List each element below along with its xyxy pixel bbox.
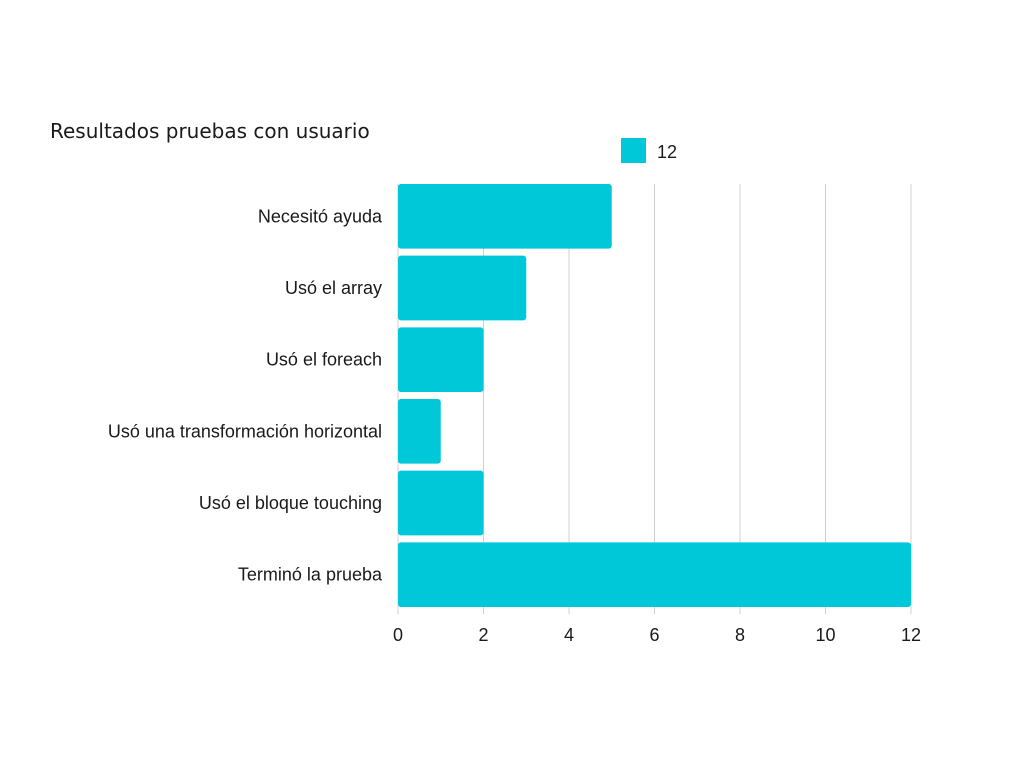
x-tick-label: 0 — [393, 625, 403, 645]
legend-label: 12 — [657, 142, 677, 162]
x-tick-label: 8 — [735, 625, 745, 645]
bar — [398, 184, 612, 249]
category-label: Usó una transformación horizontal — [108, 421, 382, 441]
bar — [398, 255, 527, 321]
x-tick-label: 4 — [564, 625, 574, 645]
bar — [398, 399, 441, 464]
category-label: Necesitó ayuda — [258, 206, 383, 226]
category-label: Usó el foreach — [266, 350, 382, 370]
bar — [398, 542, 911, 607]
x-tick-label: 10 — [815, 625, 835, 645]
bar — [398, 327, 484, 392]
legend: 12 — [621, 138, 677, 163]
x-tick-label: 12 — [901, 625, 921, 645]
legend-swatch — [621, 138, 646, 163]
category-labels: Necesitó ayuda Usó el array Usó el foreach… — [108, 206, 383, 584]
x-tick-label: 6 — [649, 625, 659, 645]
category-label: Usó el bloque touching — [199, 493, 382, 513]
category-label: Usó el array — [285, 278, 382, 298]
category-label: Terminó la prueba — [238, 565, 383, 585]
bars — [398, 184, 911, 607]
x-tick-label: 2 — [478, 625, 488, 645]
bar — [398, 470, 484, 536]
chart-title: Resultados pruebas con usuario — [50, 119, 370, 143]
x-axis-tick-labels: 0 2 4 6 8 10 12 — [393, 625, 921, 645]
